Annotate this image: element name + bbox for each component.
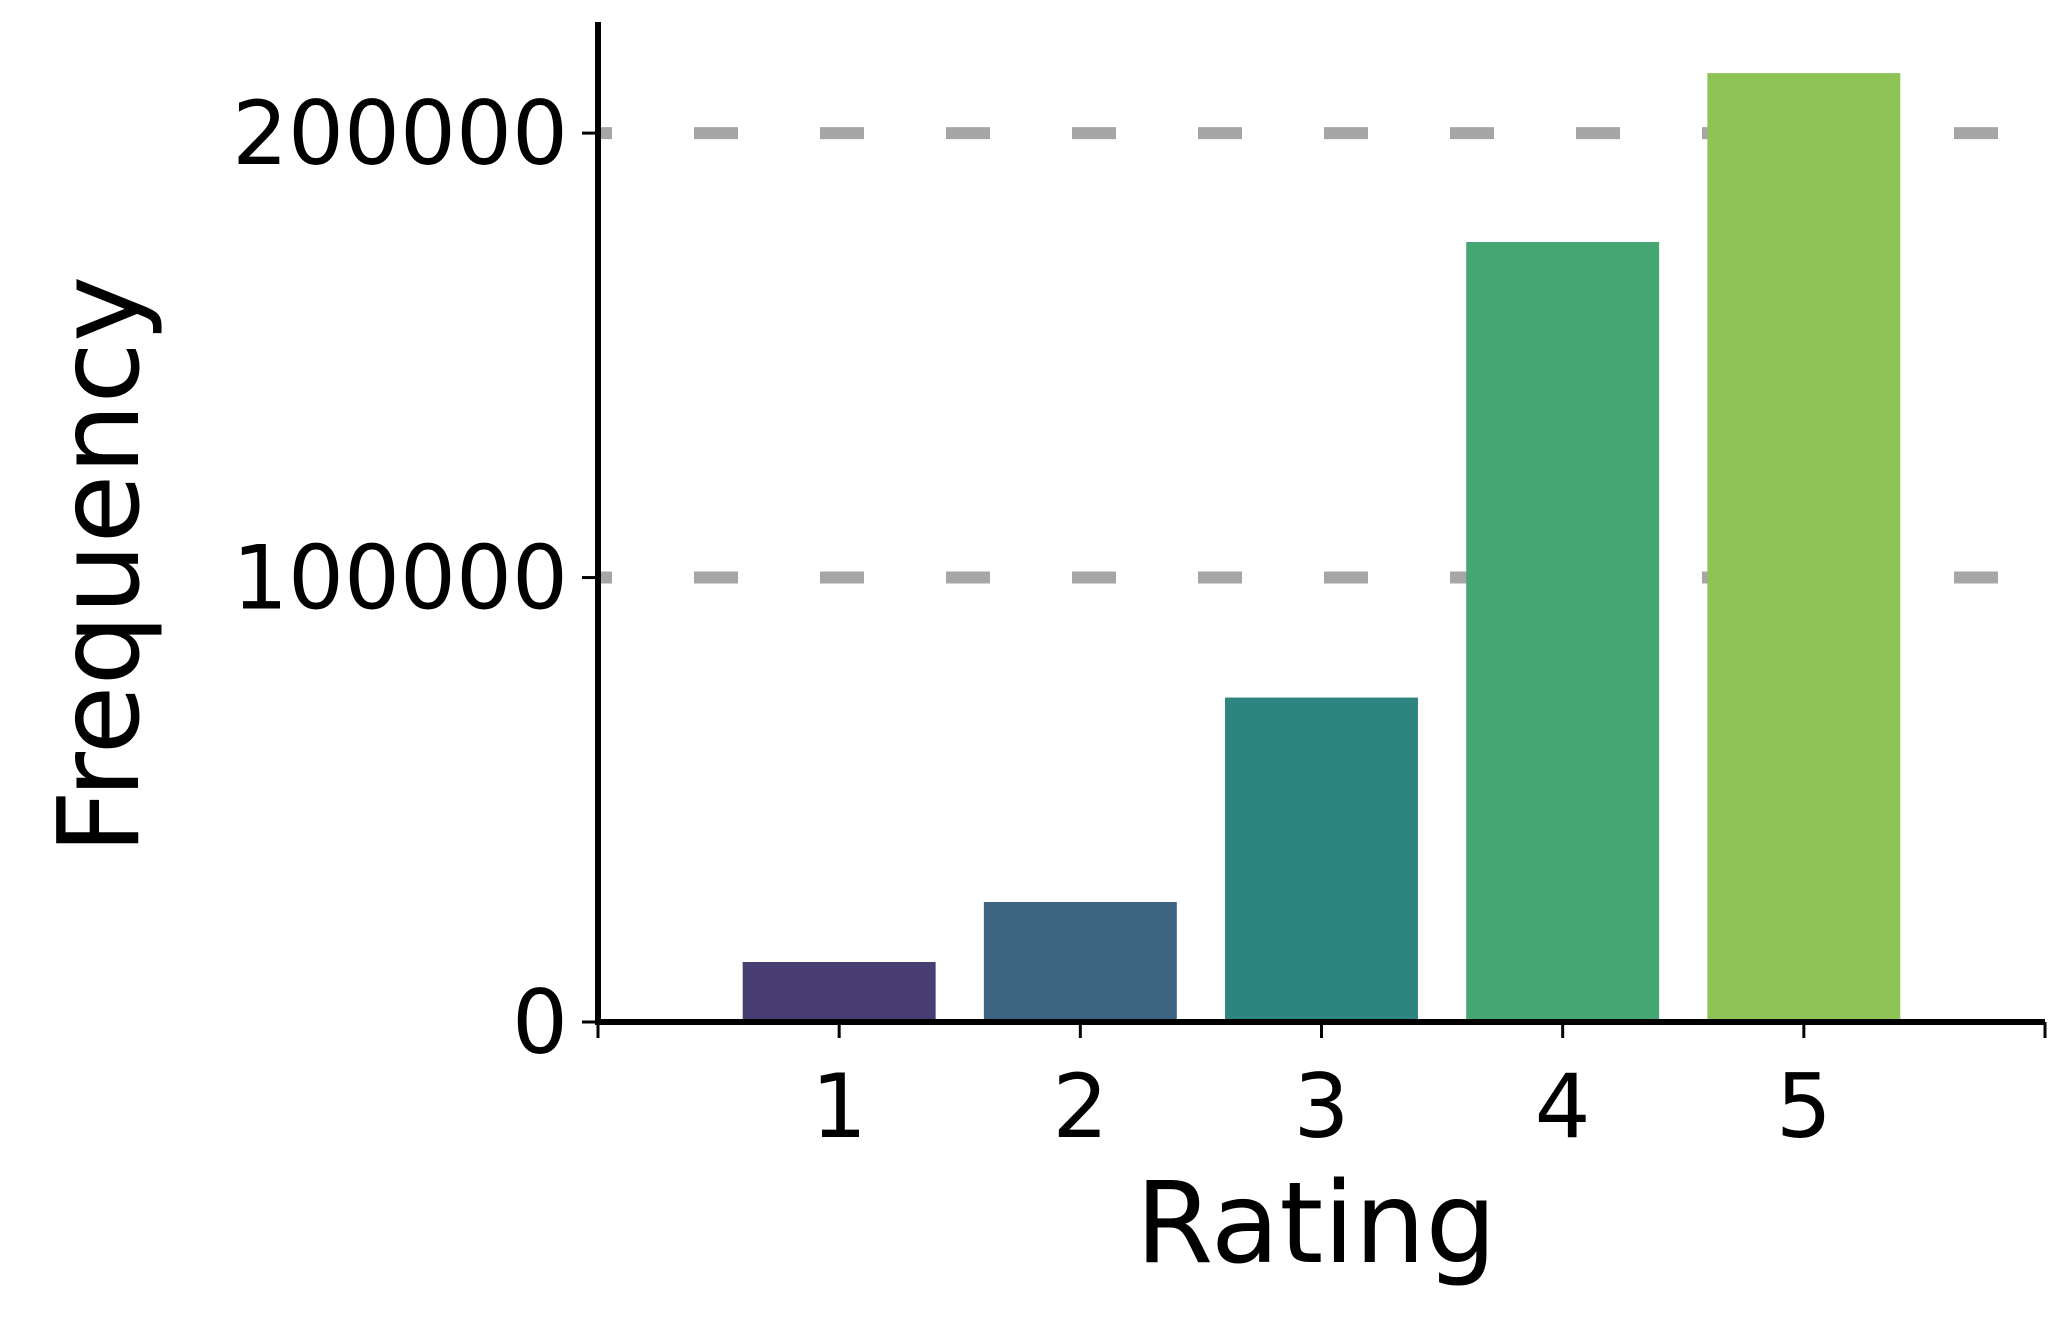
- bars: [742, 73, 1901, 1023]
- bar-4: [1466, 242, 1660, 1022]
- x-tick-label-4: 4: [1535, 1055, 1591, 1158]
- x-axis-label: Rating: [1135, 1159, 1496, 1289]
- grid-lines: [598, 127, 2045, 584]
- bar-5: [1707, 73, 1901, 1023]
- y-tick-label-0: 0: [512, 971, 568, 1074]
- bar-2: [983, 902, 1177, 1022]
- x-tick-label-2: 2: [1052, 1055, 1108, 1158]
- y-tick-label-200000: 200000: [232, 82, 568, 185]
- y-tick-label-100000: 100000: [232, 527, 568, 630]
- bar-3: [1225, 697, 1418, 1022]
- tick-labels: 1 2 3 4 5 0 100000 200000: [232, 82, 1832, 1158]
- x-tick-label-5: 5: [1776, 1055, 1832, 1158]
- x-tick-label-3: 3: [1294, 1055, 1350, 1158]
- bar-1: [742, 962, 936, 1022]
- x-tick-label-1: 1: [811, 1055, 867, 1158]
- y-axis-label: Frequency: [35, 276, 165, 855]
- axes: [582, 22, 2047, 1038]
